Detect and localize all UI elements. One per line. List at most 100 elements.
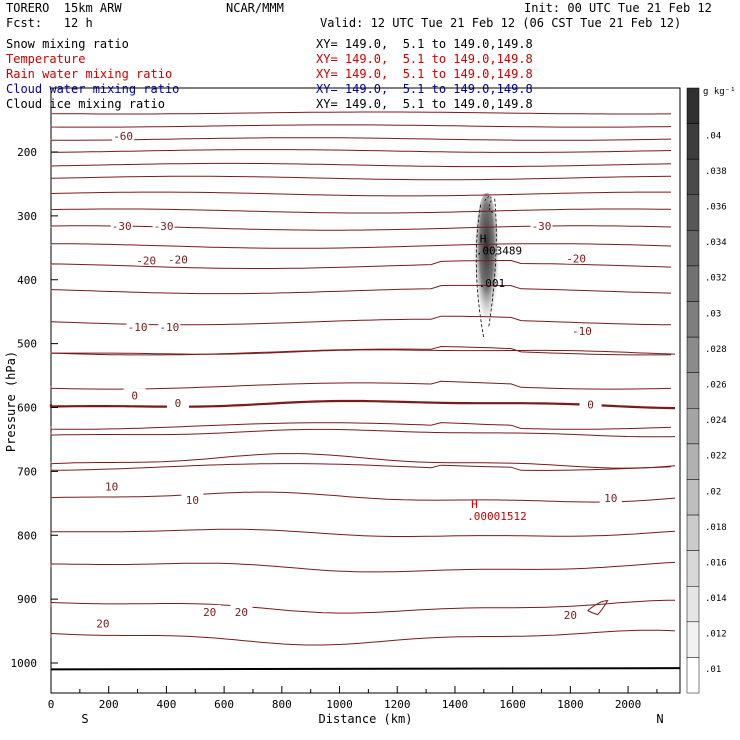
isotherm-line <box>50 380 672 390</box>
x-tick-label: 600 <box>214 698 234 711</box>
model-title: TORERO 15km ARW <box>6 1 122 15</box>
isotherm-label-bg <box>123 388 146 401</box>
colorbar-label: .03 <box>705 309 721 319</box>
isotherm-label: -20 <box>566 253 586 266</box>
colorbar-segment <box>686 621 700 658</box>
colorbar-segment <box>686 550 700 587</box>
snow-shading <box>473 192 500 348</box>
isotherm-label-bg <box>166 252 189 265</box>
extremum-symbol: H <box>471 498 478 511</box>
y-tick-label: 300 <box>17 210 37 223</box>
x-tick-label: 2000 <box>615 698 642 711</box>
colorbar-segment <box>686 158 700 196</box>
isotherm-label-bg <box>559 608 582 621</box>
isotherm-label: 0 <box>175 397 182 410</box>
field-xy-temperature: XY= 149.0, 5.1 to 149.0,149.8 <box>316 52 533 66</box>
colorbar-segment <box>686 408 700 445</box>
isotherm-line <box>50 225 672 231</box>
y-axis-label: Pressure (hPa) <box>4 351 18 452</box>
surface-line <box>50 667 681 671</box>
isotherm-label-bg <box>599 491 622 504</box>
isotherm-line <box>50 149 672 153</box>
isotherm-label: 10 <box>105 481 118 494</box>
isotherm-line <box>50 561 676 573</box>
colorbar-label: .01 <box>705 665 721 675</box>
field-xy-cloud-ice: XY= 149.0, 5.1 to 149.0,149.8 <box>316 97 533 111</box>
colorbar-label: .018 <box>705 523 727 533</box>
field-xy-snow: XY= 149.0, 5.1 to 149.0,149.8 <box>316 37 533 51</box>
isotherm-label: -20 <box>136 255 156 268</box>
isotherm-label-bg <box>181 493 204 506</box>
colorbar-segment <box>686 336 700 373</box>
field-name-cloud-ice: Cloud ice mixing ratio <box>6 97 165 111</box>
y-tick-label: 400 <box>17 274 37 287</box>
field-name-snow: Snow mixing ratio <box>6 37 129 51</box>
colorbar-segment <box>686 443 700 480</box>
colorbar-label: .026 <box>705 381 727 391</box>
colorbar-segment <box>686 657 700 694</box>
isotherm-label: 20 <box>203 606 216 619</box>
isotherm-label: -20 <box>168 253 188 266</box>
colorbar-label: .022 <box>705 452 727 462</box>
colorbar-label: .02 <box>705 487 721 497</box>
x-tick-label: 1800 <box>557 698 584 711</box>
x-tick-label: 800 <box>272 698 292 711</box>
isotherm-line <box>50 124 672 128</box>
colorbar-segment <box>686 479 700 516</box>
colorbar-segment <box>686 585 700 623</box>
isotherm-line <box>50 260 672 269</box>
colorbar-segment <box>686 87 700 124</box>
isotherm-line <box>50 491 676 503</box>
colorbar-label: .014 <box>705 594 727 604</box>
colorbar-segment <box>686 265 700 302</box>
x-tick-label: 1600 <box>499 698 526 711</box>
colorbar-label: .028 <box>705 345 727 355</box>
isotherm-line <box>50 111 671 115</box>
y-tick-label: 1000 <box>11 657 38 670</box>
isotherm-label-bg <box>112 129 135 142</box>
x-tick-label: 1200 <box>384 698 411 711</box>
colorbar-label: .012 <box>705 630 727 640</box>
isotherm-line <box>50 629 676 646</box>
y-tick-label: 500 <box>17 338 37 351</box>
isotherm-label-bg <box>100 479 123 492</box>
isotherm-line <box>50 349 676 355</box>
isotherm-label-bg <box>135 253 158 266</box>
contour-labels: -60 -30 -30 -30 -20 -20 -20 -10 -10 -10 0 0 0 10 10 10 2… <box>91 129 622 630</box>
temperature-contours <box>49 111 681 671</box>
isotherm-line <box>50 428 676 438</box>
extremum-value: .00001512 <box>467 510 527 523</box>
colorbar-segment <box>686 123 700 160</box>
isotherm-label: 10 <box>604 492 617 505</box>
isotherm-line <box>50 453 676 469</box>
x-tick-label: 0 <box>48 698 55 711</box>
field-name-temperature: Temperature <box>6 52 86 66</box>
isotherm-line <box>50 243 672 249</box>
isotherm-label-bg <box>152 219 175 232</box>
y-tick-label: 200 <box>17 146 37 159</box>
colorbar-segment <box>686 514 700 551</box>
isotherm-label-bg <box>570 323 593 336</box>
colorbar-label: .034 <box>705 238 727 248</box>
isotherm-label: 20 <box>564 609 577 622</box>
south-endpoint: S <box>81 712 88 726</box>
init-time: Init: 00 UTC Tue 21 Feb 12 <box>524 1 712 15</box>
colorbar-unit: g kg⁻¹ <box>703 87 736 97</box>
isotherm-label: 10 <box>186 494 199 507</box>
colorbar-segment <box>686 230 700 267</box>
plot-frame <box>50 87 681 694</box>
isotherm-label: 20 <box>235 606 248 619</box>
extremum-value: .003489 <box>476 244 522 257</box>
isotherm-line <box>50 599 676 614</box>
field-xy-cloud-water: XY= 149.0, 5.1 to 149.0,149.8 <box>316 82 533 96</box>
x-tick-label: 1400 <box>442 698 469 711</box>
isotherm-label-bg <box>565 251 588 264</box>
plot-border <box>50 87 681 694</box>
north-endpoint: N <box>656 712 663 726</box>
isotherm-line <box>50 137 672 141</box>
isotherm-label-bg <box>530 219 553 232</box>
colorbar-label: .032 <box>705 274 727 284</box>
valid-time: Valid: 12 UTC Tue 21 Feb 12 (06 CST Tue … <box>320 16 682 30</box>
